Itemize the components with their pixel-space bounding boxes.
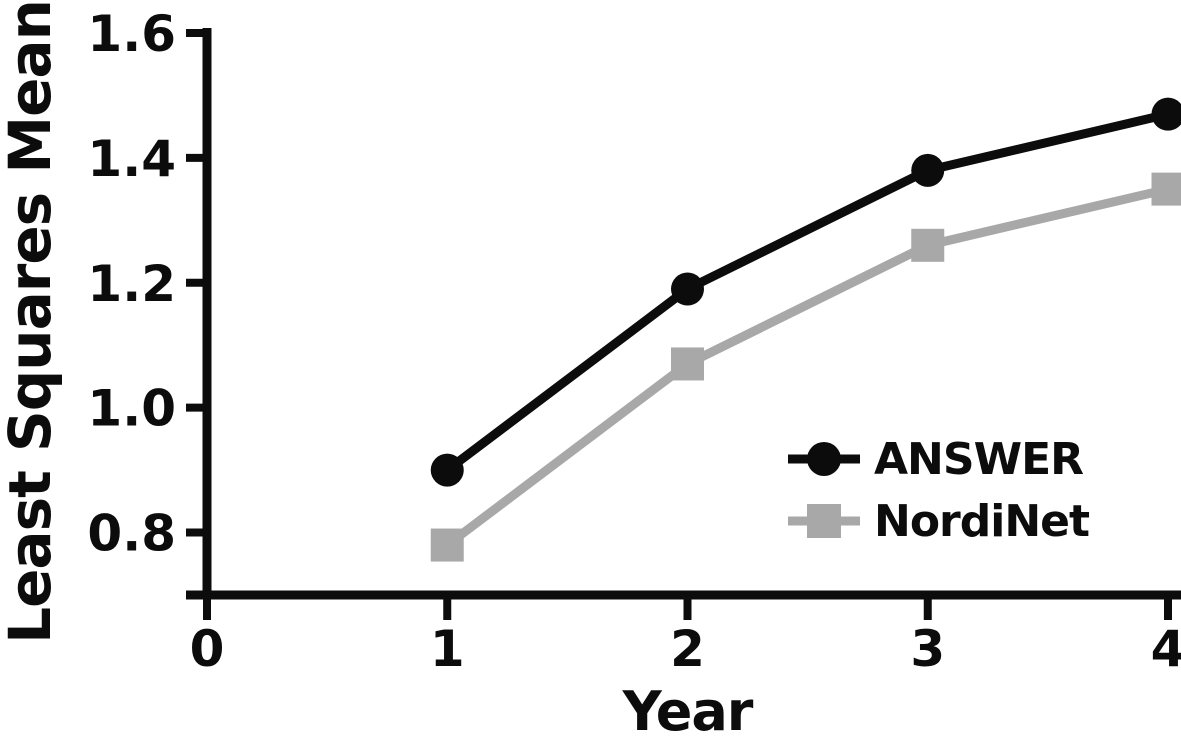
x-tick-label: 4 bbox=[1151, 620, 1181, 678]
series-line-nordinet bbox=[442, 184, 1173, 550]
nordinet-square-marker-icon bbox=[788, 504, 860, 538]
y-axis-title: Least Squares Mean bbox=[0, 0, 64, 644]
data-point-circle-icon bbox=[1151, 97, 1181, 131]
data-point-circle-icon bbox=[430, 453, 464, 487]
y-tick-label: 1.6 bbox=[87, 5, 176, 63]
legend-label-nordinet: NordiNet bbox=[874, 495, 1090, 547]
data-point-circle-icon bbox=[911, 153, 945, 187]
answer-circle-marker-icon bbox=[788, 442, 860, 476]
y-tick-label: 1.4 bbox=[87, 130, 176, 188]
x-tick-label: 1 bbox=[430, 620, 465, 678]
data-point-square-icon bbox=[430, 528, 464, 562]
data-point-square-icon bbox=[911, 228, 945, 262]
x-tick-label: 3 bbox=[910, 620, 945, 678]
data-point-square-icon bbox=[671, 347, 704, 381]
x-tick-label: 2 bbox=[670, 620, 705, 678]
legend: ANSWER NordiNet bbox=[786, 428, 1090, 552]
series-line-answer bbox=[442, 109, 1173, 475]
x-axis-title: Year bbox=[622, 680, 754, 743]
y-tick-label: 0.8 bbox=[87, 505, 176, 563]
legend-item-nordinet: NordiNet bbox=[786, 490, 1090, 552]
data-point-square-icon bbox=[1151, 172, 1181, 206]
legend-item-answer: ANSWER bbox=[786, 428, 1089, 490]
y-tick-label: 1.2 bbox=[87, 255, 176, 313]
legend-label-answer: ANSWER bbox=[874, 433, 1084, 485]
x-tick-label: 0 bbox=[190, 620, 225, 678]
data-point-circle-icon bbox=[671, 272, 704, 306]
y-tick-label: 1.0 bbox=[87, 380, 176, 438]
